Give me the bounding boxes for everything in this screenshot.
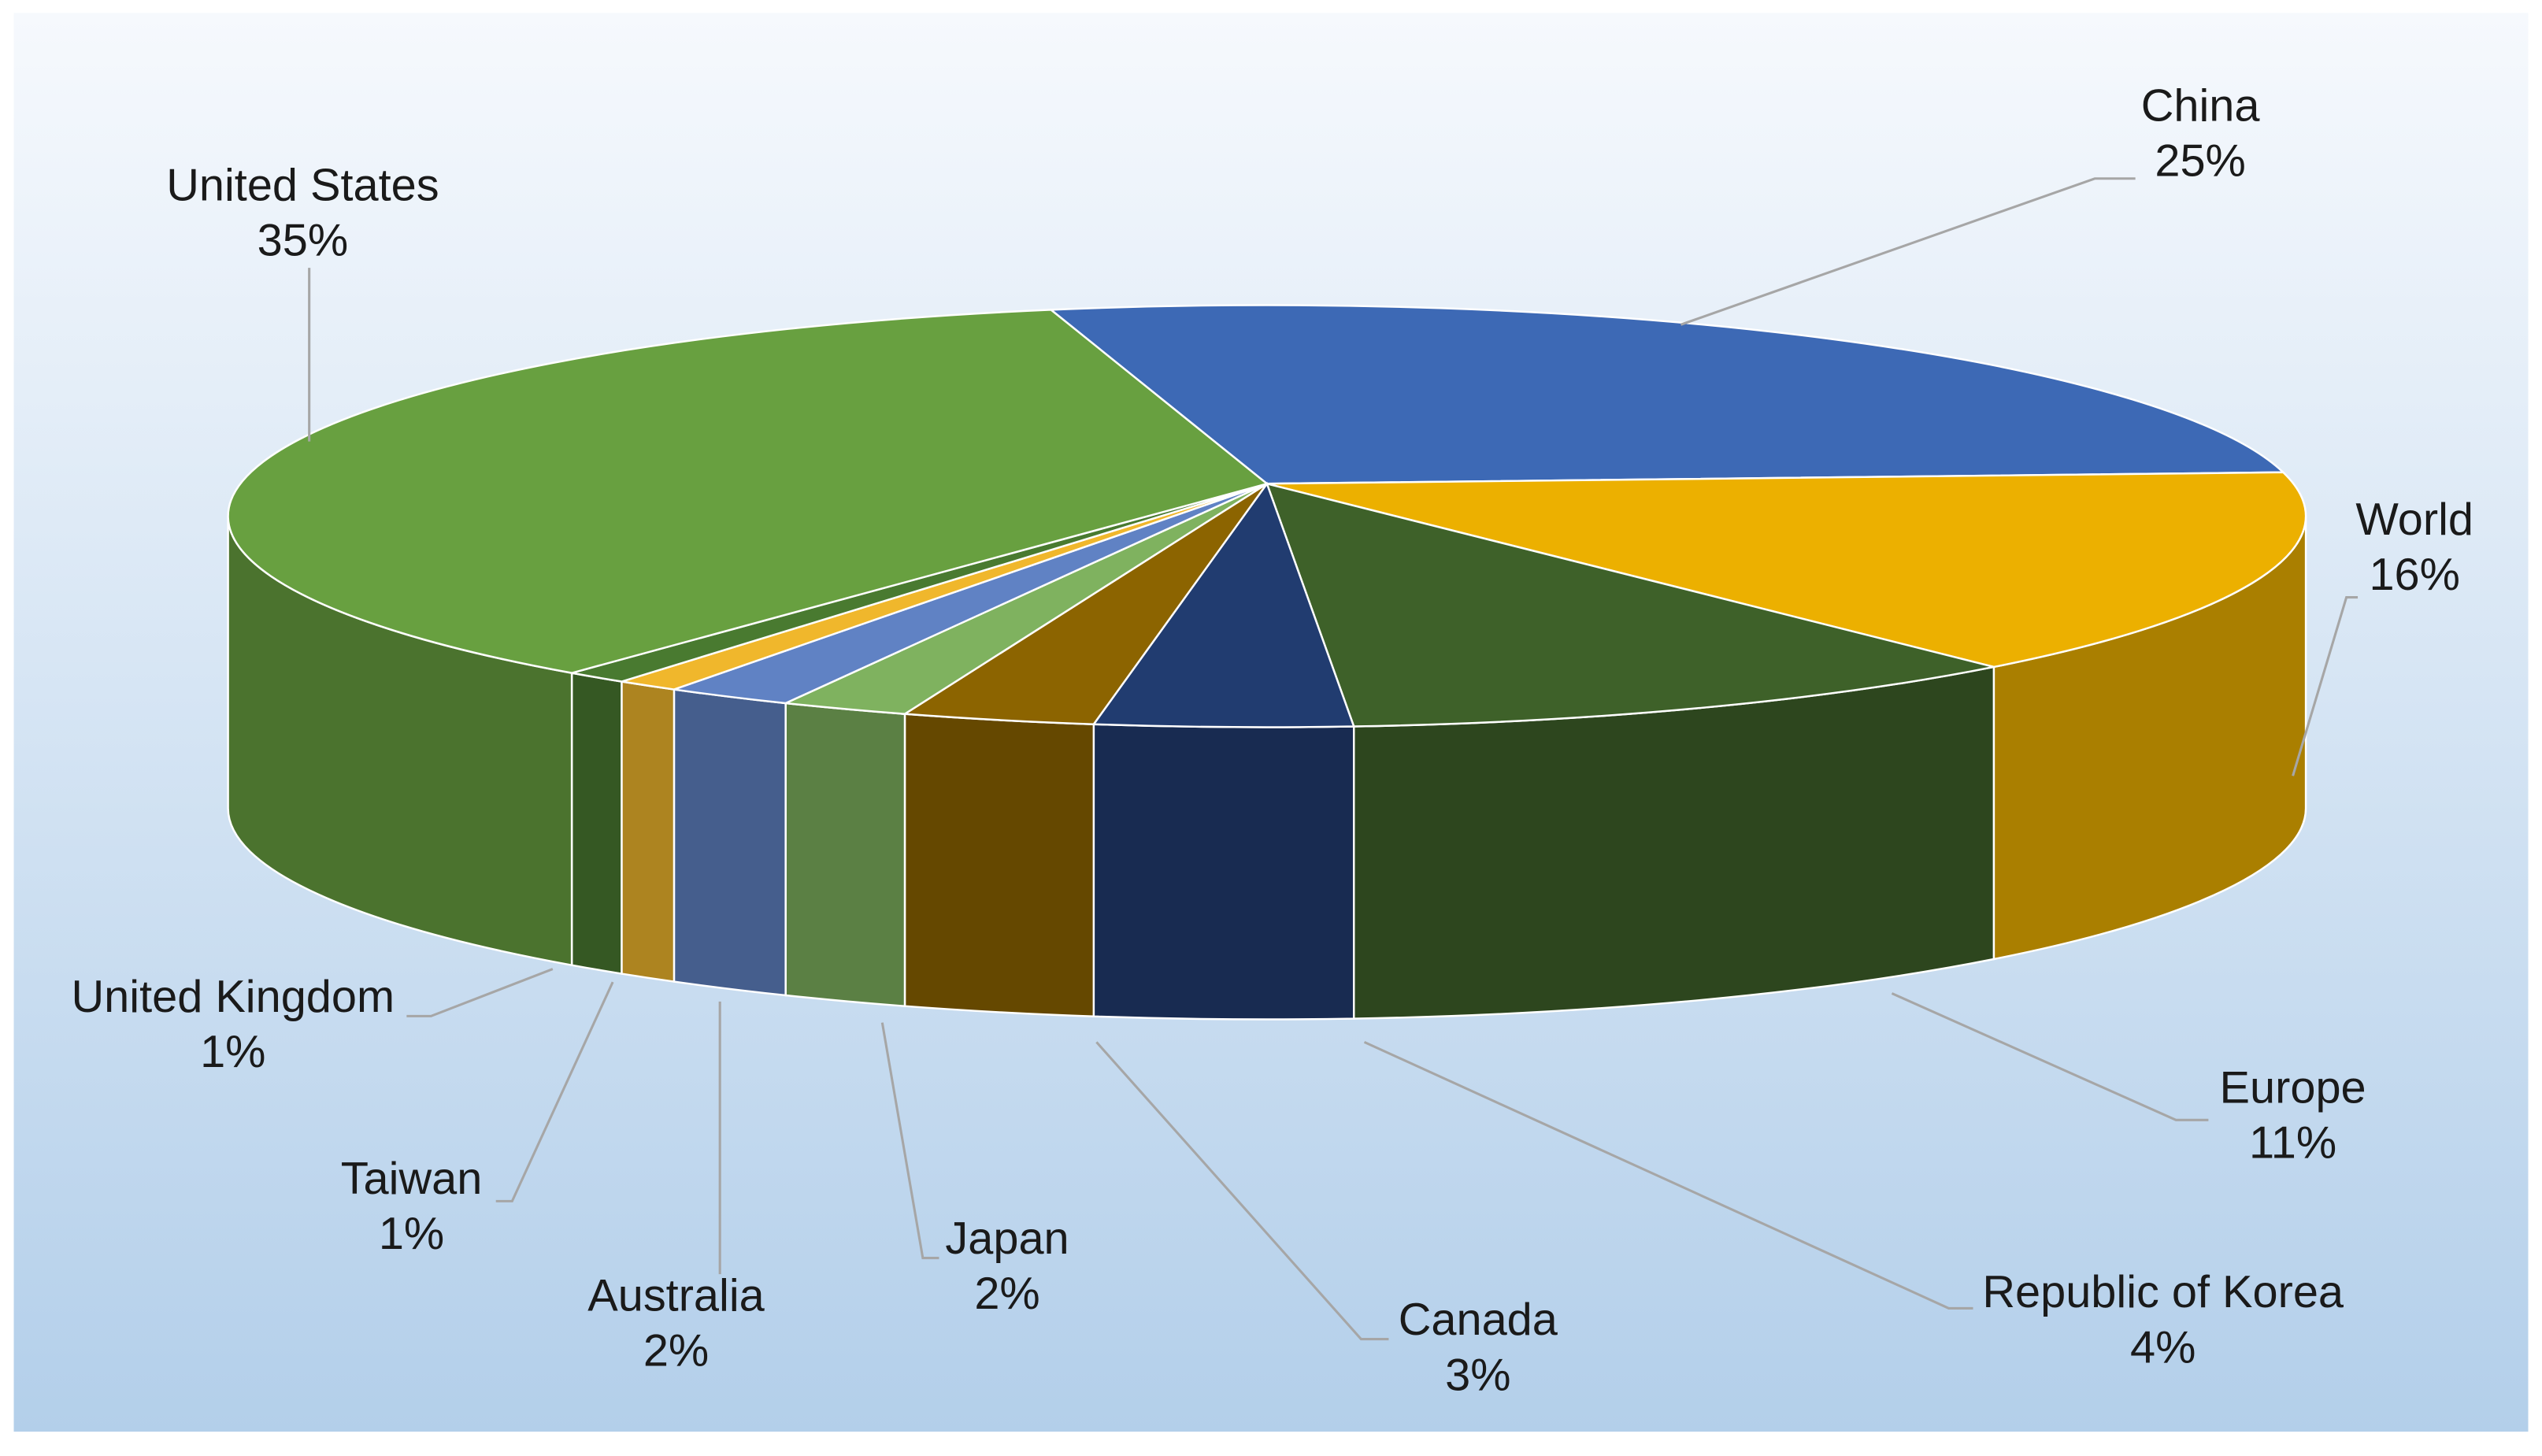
category-label: Taiwan bbox=[341, 1154, 483, 1204]
value-label: 16% bbox=[2369, 550, 2460, 600]
value-label: 2% bbox=[643, 1325, 709, 1376]
category-label: China bbox=[2141, 80, 2261, 131]
value-label: 4% bbox=[2130, 1322, 2196, 1373]
category-label: Canada bbox=[1399, 1295, 1558, 1345]
pie-side bbox=[1092, 723, 1355, 1021]
pie-sides bbox=[227, 516, 2307, 1021]
pie-slice bbox=[1265, 482, 1995, 728]
category-label: Japan bbox=[945, 1213, 1069, 1264]
category-label: United Kingdom bbox=[71, 972, 395, 1022]
value-label: 1% bbox=[200, 1027, 265, 1077]
value-label: 2% bbox=[974, 1269, 1039, 1319]
leader-line bbox=[1363, 1040, 1973, 1310]
category-label: World bbox=[2355, 495, 2473, 545]
leader-line bbox=[2292, 596, 2359, 776]
category-label: Australia bbox=[587, 1270, 765, 1321]
value-label: 3% bbox=[1445, 1350, 1510, 1400]
value-label: 25% bbox=[2155, 135, 2246, 186]
pie-slice bbox=[1266, 471, 2307, 669]
leader-line bbox=[880, 1022, 939, 1260]
value-label: 11% bbox=[2249, 1118, 2336, 1169]
leader-line bbox=[406, 968, 554, 1017]
value-label: 1% bbox=[379, 1209, 444, 1259]
value-label: 35% bbox=[258, 215, 349, 265]
category-label: United States bbox=[166, 160, 439, 210]
leader-line bbox=[495, 981, 614, 1202]
pie-side bbox=[784, 702, 906, 1008]
category-label: Europe bbox=[2220, 1062, 2366, 1113]
pie-slice bbox=[902, 483, 1268, 725]
leader-line bbox=[1095, 1041, 1389, 1341]
leader-line bbox=[1891, 992, 2209, 1121]
category-label: Republic of Korea bbox=[1982, 1267, 2344, 1317]
leader-line bbox=[1680, 177, 2136, 326]
pie-slice bbox=[1048, 304, 2286, 485]
pie-slice bbox=[1091, 481, 1355, 728]
pie-slice bbox=[227, 309, 1269, 674]
pie-tops bbox=[227, 304, 2307, 728]
pie-side bbox=[570, 672, 623, 975]
pie-side bbox=[903, 713, 1095, 1018]
pie-side bbox=[673, 688, 787, 997]
pie-side bbox=[621, 680, 676, 984]
